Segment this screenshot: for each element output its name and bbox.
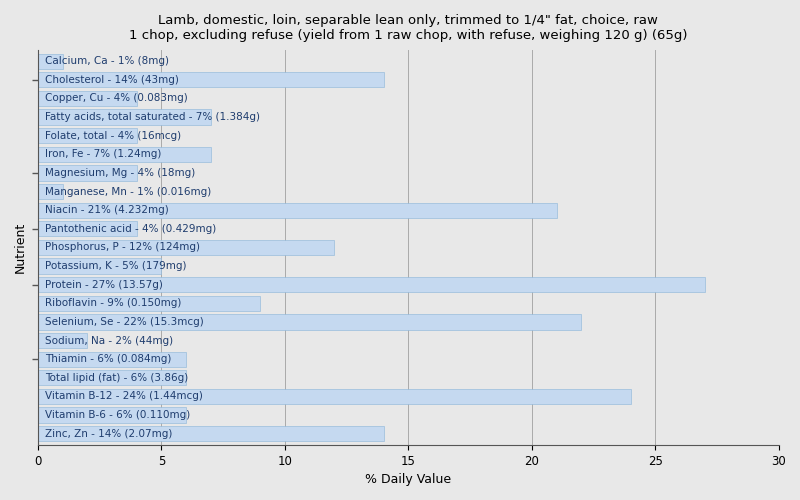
Text: Potassium, K - 5% (179mg): Potassium, K - 5% (179mg) <box>46 261 187 271</box>
Bar <box>38 277 705 292</box>
Bar <box>38 426 384 442</box>
Bar <box>38 91 137 106</box>
Text: Phosphorus, P - 12% (124mg): Phosphorus, P - 12% (124mg) <box>46 242 201 252</box>
Text: Vitamin B-6 - 6% (0.110mg): Vitamin B-6 - 6% (0.110mg) <box>46 410 190 420</box>
Bar <box>38 389 630 404</box>
Bar <box>38 128 137 144</box>
Bar <box>38 54 62 69</box>
Bar <box>38 202 557 218</box>
Text: Zinc, Zn - 14% (2.07mg): Zinc, Zn - 14% (2.07mg) <box>46 428 173 438</box>
Bar <box>38 221 137 236</box>
Text: Magnesium, Mg - 4% (18mg): Magnesium, Mg - 4% (18mg) <box>46 168 196 178</box>
Bar <box>38 314 582 330</box>
Bar <box>38 296 260 311</box>
Text: Selenium, Se - 22% (15.3mcg): Selenium, Se - 22% (15.3mcg) <box>46 317 204 327</box>
Text: Protein - 27% (13.57g): Protein - 27% (13.57g) <box>46 280 163 289</box>
Bar <box>38 146 211 162</box>
Text: Vitamin B-12 - 24% (1.44mcg): Vitamin B-12 - 24% (1.44mcg) <box>46 392 203 402</box>
Text: Folate, total - 4% (16mcg): Folate, total - 4% (16mcg) <box>46 130 182 140</box>
Bar <box>38 166 137 180</box>
Text: Thiamin - 6% (0.084mg): Thiamin - 6% (0.084mg) <box>46 354 172 364</box>
Bar <box>38 240 334 255</box>
Text: Fatty acids, total saturated - 7% (1.384g): Fatty acids, total saturated - 7% (1.384… <box>46 112 261 122</box>
Bar <box>38 370 186 386</box>
Text: Manganese, Mn - 1% (0.016mg): Manganese, Mn - 1% (0.016mg) <box>46 186 212 196</box>
Text: Iron, Fe - 7% (1.24mg): Iron, Fe - 7% (1.24mg) <box>46 150 162 160</box>
Text: Sodium, Na - 2% (44mg): Sodium, Na - 2% (44mg) <box>46 336 174 345</box>
X-axis label: % Daily Value: % Daily Value <box>366 473 451 486</box>
Bar <box>38 408 186 422</box>
Text: Riboflavin - 9% (0.150mg): Riboflavin - 9% (0.150mg) <box>46 298 182 308</box>
Title: Lamb, domestic, loin, separable lean only, trimmed to 1/4" fat, choice, raw
1 ch: Lamb, domestic, loin, separable lean onl… <box>129 14 688 42</box>
Bar <box>38 258 162 274</box>
Text: Pantothenic acid - 4% (0.429mg): Pantothenic acid - 4% (0.429mg) <box>46 224 217 234</box>
Text: Calcium, Ca - 1% (8mg): Calcium, Ca - 1% (8mg) <box>46 56 170 66</box>
Text: Niacin - 21% (4.232mg): Niacin - 21% (4.232mg) <box>46 205 169 215</box>
Y-axis label: Nutrient: Nutrient <box>14 222 27 273</box>
Text: Copper, Cu - 4% (0.083mg): Copper, Cu - 4% (0.083mg) <box>46 94 188 104</box>
Text: Cholesterol - 14% (43mg): Cholesterol - 14% (43mg) <box>46 75 179 85</box>
Bar <box>38 184 62 199</box>
Bar <box>38 72 384 88</box>
Text: Total lipid (fat) - 6% (3.86g): Total lipid (fat) - 6% (3.86g) <box>46 373 189 383</box>
Bar <box>38 352 186 367</box>
Bar <box>38 333 87 348</box>
Bar <box>38 110 211 124</box>
